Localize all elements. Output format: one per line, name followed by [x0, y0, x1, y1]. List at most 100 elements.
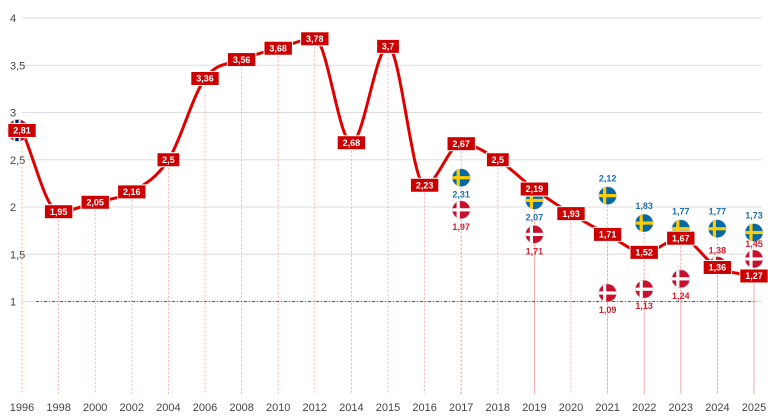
main-data-label: 1,93 — [556, 206, 586, 222]
y-tick-label: 2 — [10, 202, 16, 214]
flag-body — [635, 280, 654, 299]
data-label-text: 3,68 — [269, 43, 287, 53]
denmark-flag — [451, 200, 471, 220]
y-tick-label: 1,5 — [10, 249, 25, 261]
denmark-data-label: 1,71 — [526, 246, 544, 256]
x-tick-label: 2018 — [486, 402, 510, 414]
data-label-text: 1,95 — [50, 207, 68, 217]
data-label-box — [739, 268, 768, 284]
flag-rim — [598, 186, 617, 205]
data-label-box — [376, 38, 400, 54]
flag-cross-h — [525, 198, 544, 202]
flag-cross-v — [529, 191, 533, 210]
flag-cross-h — [598, 194, 617, 198]
flag-body — [635, 214, 654, 233]
sweden-data-label: 2,31 — [452, 190, 470, 200]
denmark-flag — [525, 225, 544, 244]
flag-cross-v — [712, 219, 716, 238]
flag-rim — [451, 200, 471, 220]
x-tick-label: 2016 — [412, 402, 436, 414]
denmark-data-label: 1,45 — [745, 239, 763, 249]
x-tick-label: 1996 — [10, 402, 34, 414]
x-tick-label: 2017 — [449, 402, 473, 414]
data-label-text: 2,16 — [123, 187, 141, 197]
data-label-text: 3,36 — [196, 74, 214, 84]
flag-cross-h — [745, 257, 763, 261]
flag-cross-h — [525, 232, 544, 237]
flag-rim — [671, 269, 691, 289]
y-tick-label: 4 — [10, 13, 16, 25]
main-data-label: 1,67 — [666, 230, 696, 246]
main-data-label: 2,05 — [80, 194, 110, 210]
data-label-text: 3,56 — [233, 55, 251, 65]
data-label-text: 2,81 — [13, 126, 31, 136]
main-data-label: 1,95 — [43, 204, 74, 220]
y-tick-label: 3 — [10, 108, 16, 120]
data-label-text: 1,27 — [745, 271, 763, 281]
x-tick-label: 2004 — [156, 402, 180, 414]
denmark-flag — [598, 283, 617, 303]
y-tick-label: 3,5 — [10, 60, 25, 72]
flag-cross-v — [456, 200, 460, 219]
flag-body — [745, 223, 763, 242]
flag-cross-v — [749, 223, 753, 242]
flag-cross-h — [671, 227, 690, 231]
main-data-label: 2,16 — [117, 184, 147, 200]
data-label-text: 1,36 — [709, 263, 727, 273]
y-tick-label: 1 — [10, 297, 16, 309]
data-label-text: 1,67 — [672, 233, 690, 243]
main-data-label: 3,68 — [263, 40, 293, 56]
main-data-label: 3,56 — [226, 52, 257, 68]
denmark-flag — [634, 279, 654, 299]
data-label-text: 3,78 — [306, 34, 324, 44]
flag-body — [598, 283, 617, 302]
x-tick-label: 2002 — [120, 402, 144, 414]
x-tick-label: 2025 — [742, 402, 766, 414]
flag-cross-v — [456, 168, 460, 187]
data-label-box — [43, 204, 74, 220]
data-label-text: 2,23 — [416, 180, 434, 190]
data-label-text: 1,71 — [599, 230, 617, 240]
data-label-text: 2,68 — [343, 138, 361, 148]
x-tick-label: 2023 — [669, 402, 693, 414]
x-axis: 1996 1998 2000 2002 2004 2006 2008 2010 2012 2014… — [10, 402, 766, 414]
flag-cross-h — [452, 176, 471, 180]
x-tick-label: 2022 — [632, 402, 656, 414]
data-label-box — [556, 206, 586, 222]
main-data-label: 3,7 — [376, 38, 400, 54]
x-tick-label: 2019 — [522, 402, 546, 414]
data-label-text: 2,67 — [452, 139, 470, 149]
sweden-data-label: 1,73 — [745, 211, 763, 221]
data-label-text: 2,05 — [86, 197, 104, 207]
data-label-box — [80, 194, 110, 210]
data-label-box — [226, 52, 257, 68]
denmark-flag — [671, 269, 691, 289]
flag-cross-h — [671, 277, 690, 281]
sweden-data-label: 2,12 — [599, 174, 617, 184]
sweden-flag — [634, 213, 654, 233]
data-labels: 2,81 1,95 2,05 2,16 2,5 3,36 3,56 3,68 3,78 2,68 3… — [7, 31, 768, 315]
sweden-flag — [708, 219, 727, 239]
data-label-box — [519, 181, 550, 197]
data-label-box — [409, 177, 440, 193]
data-label-text: 2,19 — [526, 184, 544, 194]
sweden-flag — [451, 168, 471, 188]
flag-rim — [598, 283, 617, 303]
flag-body — [671, 269, 690, 288]
flag-rim — [634, 213, 654, 233]
denmark-flag — [744, 249, 764, 269]
data-label-box — [300, 31, 330, 47]
data-label-box — [7, 122, 37, 138]
x-tick-label: 2000 — [83, 402, 107, 414]
y-axis: 4 3,5 3 2,5 2 1,5 1 — [10, 13, 25, 309]
flag-cross-v — [603, 283, 607, 302]
x-tick-label: 2024 — [705, 402, 729, 414]
flag-cross-v — [639, 280, 643, 299]
flag-cross-h — [452, 208, 471, 212]
y-tick-label: 2,5 — [10, 155, 25, 167]
denmark-data-label: 1,38 — [709, 246, 727, 256]
main-data-label: 2,23 — [409, 177, 440, 193]
flag-rim — [744, 223, 764, 242]
x-tick-label: 2015 — [376, 402, 400, 414]
flag-body — [452, 200, 471, 219]
